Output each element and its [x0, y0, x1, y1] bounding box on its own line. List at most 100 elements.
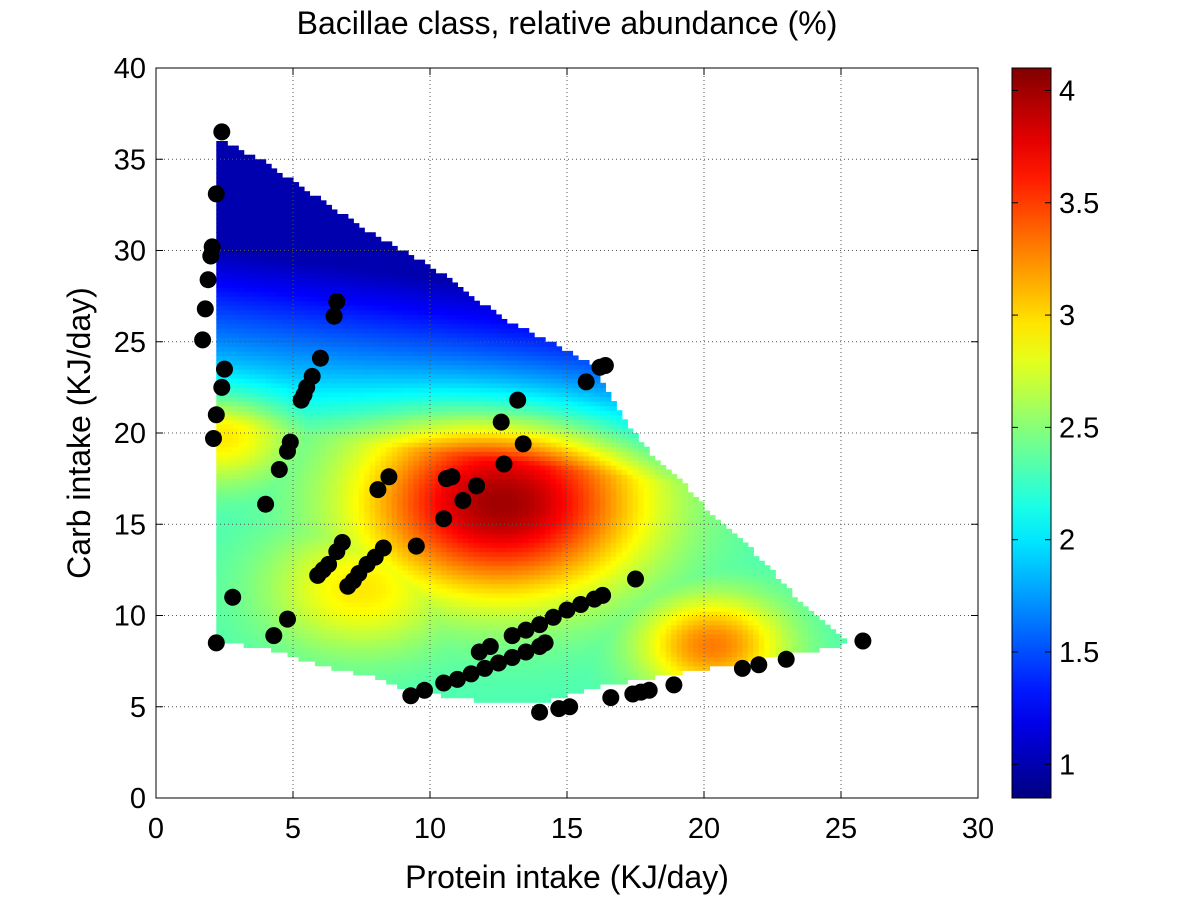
heatmap-cell	[386, 506, 393, 512]
heatmap-cell	[314, 410, 321, 416]
heatmap-cell	[342, 391, 349, 398]
heatmap-cell	[260, 556, 267, 562]
heatmap-cell	[457, 483, 464, 489]
heatmap-cell	[249, 547, 256, 553]
heatmap-cell	[375, 583, 382, 589]
heatmap-cell	[402, 588, 409, 594]
heatmap-cell	[227, 232, 234, 238]
heatmap-cell	[479, 350, 486, 357]
heatmap-cell	[249, 163, 256, 169]
heatmap-cell	[243, 528, 250, 534]
heatmap-cell	[353, 282, 360, 288]
heatmap-cell	[457, 629, 464, 635]
heatmap-cell	[457, 405, 464, 411]
heatmap-cell	[397, 606, 404, 612]
heatmap-cell	[282, 401, 289, 407]
heatmap-cell	[314, 277, 321, 284]
heatmap-cell	[397, 300, 404, 306]
heatmap-cell	[375, 259, 382, 265]
heatmap-cell	[468, 588, 475, 594]
heatmap-cell	[325, 328, 332, 334]
heatmap-cell	[402, 341, 409, 347]
heatmap-cell	[271, 428, 278, 434]
heatmap-cell	[254, 323, 261, 329]
heatmap-cell	[397, 396, 404, 402]
heatmap-cell	[391, 451, 398, 457]
heatmap-cell	[364, 496, 371, 503]
heatmap-cell	[375, 300, 382, 306]
heatmap-cell	[282, 318, 289, 325]
heatmap-cell	[484, 506, 491, 512]
heatmap-cell	[298, 519, 305, 525]
heatmap-cell	[238, 560, 245, 566]
heatmap-cell	[227, 264, 234, 270]
heatmap-cell	[243, 446, 250, 452]
heatmap-cell	[397, 583, 404, 589]
heatmap-cell	[232, 528, 239, 534]
heatmap-cell	[380, 414, 387, 420]
heatmap-cell	[358, 382, 365, 388]
heatmap-cell	[276, 245, 283, 252]
heatmap-cell	[484, 451, 491, 457]
heatmap-cell	[364, 638, 371, 644]
heatmap-cell	[221, 547, 228, 553]
heatmap-cell	[364, 300, 371, 306]
heatmap-cell	[216, 487, 223, 493]
heatmap-cell	[298, 255, 305, 261]
heatmap-cell	[271, 533, 278, 539]
heatmap-cell	[419, 401, 426, 407]
heatmap-cell	[276, 318, 283, 325]
heatmap-cell	[364, 391, 371, 398]
heatmap-cell	[221, 633, 228, 639]
heatmap-cell	[227, 287, 234, 293]
heatmap-cell	[325, 661, 332, 667]
heatmap-cell	[402, 547, 409, 553]
heatmap-cell	[298, 579, 305, 585]
heatmap-cell	[298, 610, 305, 617]
heatmap-cell	[462, 533, 469, 539]
heatmap-cell	[424, 629, 431, 635]
heatmap-cell	[430, 474, 437, 480]
heatmap-cell	[249, 474, 256, 480]
heatmap-cell	[271, 597, 278, 603]
heatmap-cell	[369, 455, 376, 461]
heatmap-cell	[364, 273, 371, 279]
heatmap-cell	[287, 506, 294, 512]
heatmap-cell	[221, 610, 228, 617]
heatmap-cell	[232, 163, 239, 169]
heatmap-cell	[369, 314, 376, 320]
heatmap-cell	[424, 569, 431, 576]
heatmap-cell	[336, 437, 343, 443]
heatmap-cell	[364, 615, 371, 621]
heatmap-cell	[402, 510, 409, 516]
heatmap-cell	[303, 469, 311, 475]
heatmap-cell	[402, 446, 409, 452]
heatmap-cell	[303, 519, 311, 525]
heatmap-cell	[364, 405, 371, 411]
heatmap-cell	[265, 574, 272, 580]
heatmap-cell	[314, 241, 321, 247]
heatmap-cell	[298, 474, 305, 480]
heatmap-cell	[314, 533, 321, 539]
heatmap-cell	[216, 218, 223, 224]
heatmap-cell	[331, 642, 338, 649]
heatmap-cell	[320, 519, 327, 525]
heatmap-cell	[484, 606, 491, 612]
heatmap-cell	[413, 606, 420, 612]
heatmap-cell	[221, 606, 228, 612]
heatmap-cell	[265, 277, 272, 284]
heatmap-cell	[282, 373, 289, 379]
heatmap-cell	[380, 569, 387, 576]
heatmap-cell	[227, 291, 234, 297]
heatmap-cell	[260, 428, 267, 434]
heatmap-cell	[369, 515, 376, 521]
heatmap-cell	[435, 487, 442, 493]
heatmap-cell	[413, 296, 420, 302]
heatmap-cell	[375, 346, 382, 352]
heatmap-cell	[484, 328, 491, 334]
heatmap-cell	[424, 337, 431, 343]
heatmap-cell	[364, 469, 371, 475]
heatmap-cell	[358, 597, 365, 603]
heatmap-cell	[484, 679, 491, 685]
heatmap-cell	[353, 387, 360, 393]
